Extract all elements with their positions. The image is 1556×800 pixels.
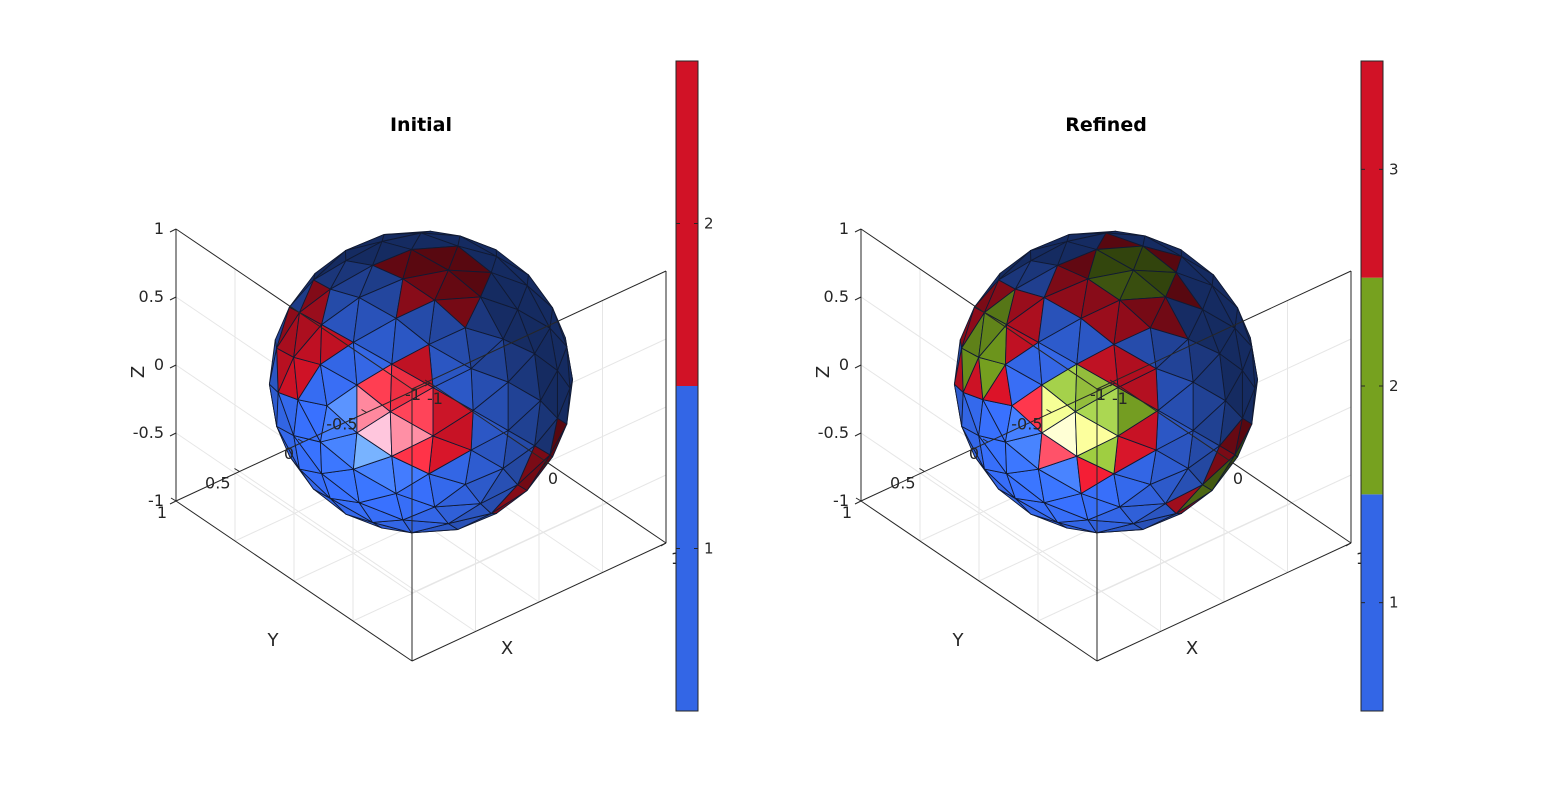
refined-z-axis-label: Z xyxy=(813,366,834,378)
z-tick-mark xyxy=(169,500,177,505)
refined-y-axis-label: Y xyxy=(952,630,965,651)
y-tick-mark xyxy=(982,438,989,443)
z-tick-mark xyxy=(854,364,862,369)
initial-y-axis-label: Y xyxy=(267,630,280,651)
gridline xyxy=(239,471,476,632)
axes-box-edge xyxy=(1096,270,1352,390)
y-tick-mark xyxy=(1046,409,1052,413)
colorbar-frame xyxy=(675,60,699,712)
z-tick-mark xyxy=(169,432,177,437)
z-tick-label: -0.5 xyxy=(133,423,164,442)
initial-colorbar: 21 xyxy=(675,60,714,712)
y-tick-label: -0.5 xyxy=(1011,415,1042,434)
z-tick-label: 0.5 xyxy=(824,287,849,306)
gridline xyxy=(1037,502,1293,622)
mesh-face xyxy=(391,344,434,388)
colorbar-tick-label: 2 xyxy=(1389,377,1399,395)
mesh-face xyxy=(1076,344,1119,388)
y-tick-mark xyxy=(424,379,431,384)
x-tick-label: 0 xyxy=(1233,469,1243,488)
z-tick-label: 1 xyxy=(839,219,849,238)
axes-box-edge xyxy=(860,500,1098,662)
initial-tick-labels: 10.50-0.5-110.50-0.5-1-101 xyxy=(133,219,681,568)
y-tick-label: -1 xyxy=(405,385,421,404)
z-tick-label: 0 xyxy=(154,355,164,374)
z-tick-label: -0.5 xyxy=(818,423,849,442)
z-tick-label: 0 xyxy=(839,355,849,374)
y-tick-label: 0 xyxy=(284,444,294,463)
colorbar-tick-label: 2 xyxy=(704,215,714,233)
initial-title: Initial xyxy=(390,114,452,136)
initial-sphere-mesh xyxy=(268,230,574,534)
x-tick-mark xyxy=(660,542,667,547)
axes-box-edge xyxy=(411,542,667,662)
x-tick-label: -1 xyxy=(1112,389,1128,408)
initial-x-axis-label: X xyxy=(501,638,513,659)
y-tick-mark xyxy=(170,497,177,502)
initial-panel: Initial 10.50-0.5-110.50-0.5-1-101 X Y Z… xyxy=(128,60,714,712)
z-tick-label: -1 xyxy=(148,491,164,510)
x-tick-mark xyxy=(424,382,431,387)
colorbar-tick-label: 3 xyxy=(1389,160,1399,178)
y-tick-mark xyxy=(919,468,925,472)
colorbar-segment xyxy=(1361,277,1383,495)
initial-axes-box xyxy=(169,228,667,662)
x-tick-mark xyxy=(1345,542,1352,547)
colorbar-segment xyxy=(1361,61,1383,278)
y-tick-mark xyxy=(361,409,367,413)
z-tick-label: 0.5 xyxy=(139,287,164,306)
y-tick-mark xyxy=(297,438,304,443)
refined-sphere-mesh xyxy=(953,230,1259,534)
refined-panel: Refined 10.50-0.5-110.50-0.5-1-101 X Y Z… xyxy=(813,60,1399,712)
axes-box-edge xyxy=(411,270,667,390)
z-tick-mark xyxy=(169,228,177,233)
y-tick-label: 0.5 xyxy=(890,474,915,493)
y-tick-label: 0.5 xyxy=(205,474,230,493)
y-tick-mark xyxy=(234,468,240,472)
axes-box-edge xyxy=(1096,542,1352,662)
y-tick-label: 0 xyxy=(969,444,979,463)
z-tick-mark xyxy=(854,432,862,437)
z-tick-label: 1 xyxy=(154,219,164,238)
colorbar-segment xyxy=(676,386,698,711)
x-tick-mark xyxy=(1227,462,1234,467)
gridline xyxy=(924,471,1161,632)
y-tick-label: 1 xyxy=(157,503,167,522)
refined-colorbar: 3 2 1 xyxy=(1360,60,1399,712)
z-tick-mark xyxy=(854,500,862,505)
z-tick-mark xyxy=(854,296,862,301)
axes-box-edge xyxy=(860,228,1098,390)
z-tick-label: -1 xyxy=(833,491,849,510)
gridline xyxy=(352,502,608,622)
y-tick-label: 1 xyxy=(842,503,852,522)
refined-tick-labels: 10.50-0.5-110.50-0.5-1-101 xyxy=(818,219,1366,568)
refined-axes-box xyxy=(854,228,1352,662)
y-tick-label: -1 xyxy=(1090,385,1106,404)
colorbar-segment xyxy=(1361,494,1383,711)
x-tick-label: 0 xyxy=(548,469,558,488)
z-tick-mark xyxy=(169,364,177,369)
axes-box-edge xyxy=(175,500,413,662)
x-tick-mark xyxy=(542,462,549,467)
z-tick-mark xyxy=(169,296,177,301)
refined-x-axis-label: X xyxy=(1186,638,1198,659)
z-tick-mark xyxy=(854,228,862,233)
colorbar-tick-label: 1 xyxy=(704,540,714,558)
y-tick-label: -0.5 xyxy=(326,415,357,434)
y-tick-mark xyxy=(1109,379,1116,384)
refined-title: Refined xyxy=(1065,114,1147,136)
axes-box-edge xyxy=(175,228,413,390)
x-tick-mark xyxy=(1109,382,1116,387)
x-tick-label: -1 xyxy=(427,389,443,408)
initial-z-axis-label: Z xyxy=(128,366,149,378)
colorbar-segment xyxy=(676,61,698,386)
colorbar-tick-label: 1 xyxy=(1389,594,1399,612)
y-tick-mark xyxy=(855,497,862,502)
